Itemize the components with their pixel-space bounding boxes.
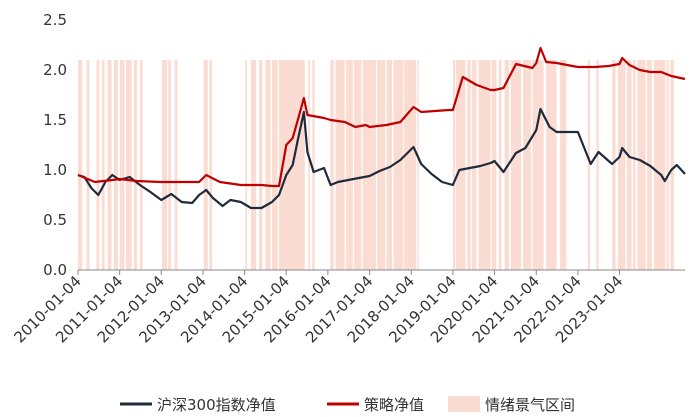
boom-shading-band	[107, 60, 112, 270]
boom-shading-band	[119, 60, 125, 270]
y-tick-label: 2.5	[43, 11, 67, 29]
boom-shading-band	[272, 60, 278, 270]
boom-shading-band	[456, 60, 466, 270]
boom-shading-band	[134, 60, 137, 270]
boom-shading-band	[203, 60, 208, 270]
boom-shading-band	[653, 60, 666, 270]
boom-shading-band	[417, 60, 419, 270]
boom-shading-band	[174, 60, 178, 270]
boom-shading-band	[335, 60, 345, 270]
boom-shading-band	[308, 60, 310, 270]
boom-shading-band	[546, 60, 557, 270]
legend: 沪深300指数净值 策略净值 情绪景气区间	[120, 396, 575, 414]
y-tick-label: 0.0	[43, 261, 67, 279]
legend-label-shading: 情绪景气区间	[485, 396, 575, 414]
y-tick-labels: 0.0 0.5 1.0 1.5 2.0 2.5	[43, 11, 67, 279]
boom-shading-band	[393, 60, 404, 270]
boom-shading-band	[345, 60, 353, 270]
boom-shading-band	[265, 60, 271, 270]
boom-shading-band	[161, 60, 168, 270]
y-tick-label: 0.5	[43, 211, 67, 229]
boom-shading-band	[330, 60, 334, 270]
boom-shading-band	[498, 60, 502, 270]
boom-shading-band	[362, 60, 376, 270]
boom-shading-band	[113, 60, 118, 270]
boom-shading-band	[612, 60, 616, 270]
boom-shading-band	[403, 60, 417, 270]
boom-shading-band	[245, 60, 248, 270]
boom-shading-band	[666, 60, 669, 270]
boom-shading-band	[523, 60, 532, 270]
boom-shading-band	[467, 60, 471, 270]
boom-shading-band	[251, 60, 257, 270]
boom-shading-band	[587, 60, 590, 270]
boom-shading-band	[626, 60, 632, 270]
series-line-index	[77, 107, 686, 210]
boom-shading-band	[471, 60, 477, 270]
boom-shading-band	[86, 60, 90, 270]
boom-shading-band	[510, 60, 522, 270]
boom-shading-band	[209, 60, 213, 270]
boom-shading-band	[560, 60, 567, 270]
boom-shading-band	[491, 60, 497, 270]
boom-shading-band	[670, 60, 674, 270]
boom-shading-band	[596, 60, 599, 270]
boom-shading-band	[168, 60, 172, 270]
boom-shading-band	[386, 60, 393, 270]
x-tick-labels: 2010-01-042011-01-042012-01-042013-01-04…	[10, 270, 626, 346]
boom-shading-band	[78, 60, 83, 270]
series-layer	[77, 46, 686, 210]
boom-shading-band	[139, 60, 143, 270]
boom-shading-band	[96, 60, 100, 270]
boom-shading-band	[126, 60, 132, 270]
y-tick-label: 1.0	[43, 161, 67, 179]
boom-shading-band	[617, 60, 626, 270]
boom-shading-band	[354, 60, 362, 270]
boom-shading-band	[452, 60, 456, 270]
legend-label-strategy: 策略净值	[364, 396, 424, 414]
boom-shading-band	[101, 60, 105, 270]
legend-swatch-shading	[448, 396, 480, 412]
legend-label-index: 沪深300指数净值	[157, 396, 276, 414]
boom-shading-band	[312, 60, 315, 270]
boom-shading-layer	[78, 60, 674, 270]
y-tick-label: 1.5	[43, 111, 67, 129]
boom-shading-band	[377, 60, 386, 270]
series-line-strategy	[77, 46, 686, 188]
boom-shading-band	[637, 60, 646, 270]
boom-shading-band	[632, 60, 636, 270]
boom-shading-band	[532, 60, 544, 270]
boom-shading-band	[259, 60, 263, 270]
y-tick-label: 2.0	[43, 61, 67, 79]
